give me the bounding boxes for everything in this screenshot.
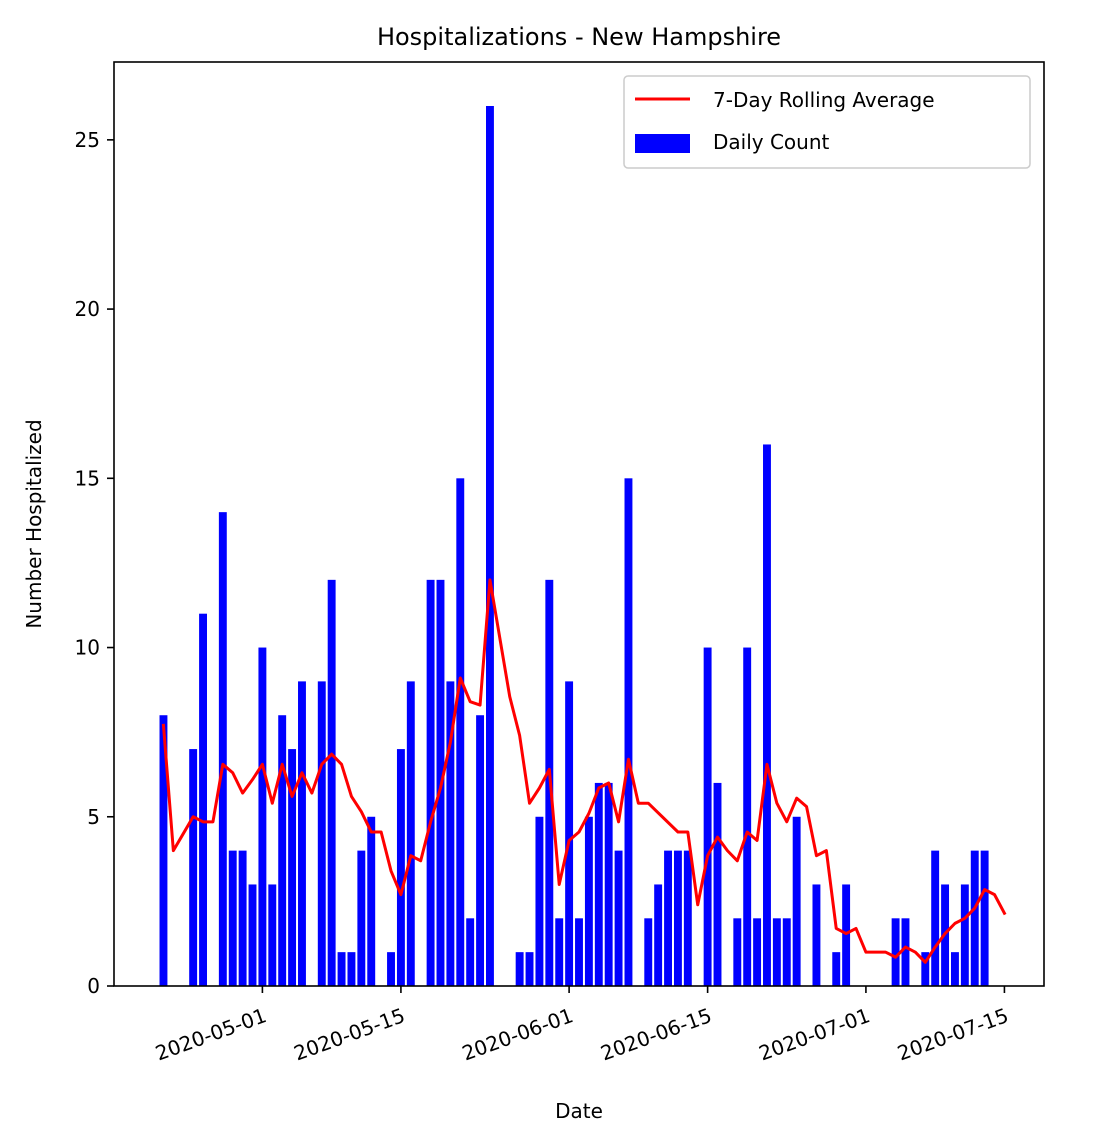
daily-count-bar: [317, 681, 326, 986]
daily-count-bar: [565, 681, 574, 986]
daily-count-bar: [238, 850, 247, 986]
daily-count-bar: [575, 918, 583, 986]
daily-count-bar: [792, 816, 801, 986]
legend-bar-swatch: [635, 134, 690, 153]
daily-count-bar: [624, 478, 633, 986]
daily-count-bar: [931, 850, 940, 986]
daily-count-bar: [258, 647, 267, 986]
daily-count-bar: [228, 850, 237, 986]
y-tick-label: 25: [75, 128, 100, 152]
daily-count-bar: [772, 918, 781, 986]
daily-count-bar: [980, 850, 989, 986]
daily-count-bar: [426, 579, 435, 986]
y-tick-label: 10: [75, 636, 100, 660]
daily-count-bar: [594, 782, 603, 986]
daily-count-bar: [753, 918, 762, 986]
daily-count-bar: [891, 918, 900, 986]
daily-count-bar: [673, 850, 682, 986]
daily-count-bar: [327, 579, 336, 986]
daily-count-bar: [812, 884, 821, 986]
daily-count-bar: [921, 952, 930, 986]
daily-count-bar: [782, 918, 791, 986]
daily-count-bar: [842, 884, 851, 986]
daily-count-bar: [584, 816, 593, 986]
daily-count-bar: [199, 613, 207, 986]
y-axis-title: Number Hospitalized: [22, 419, 46, 628]
daily-count-bar: [387, 952, 395, 986]
daily-count-bar: [298, 681, 306, 986]
daily-count-bar: [248, 884, 257, 986]
daily-count-bar: [614, 850, 623, 986]
daily-count-bar: [278, 715, 287, 986]
chart-title: Hospitalizations - New Hampshire: [377, 23, 781, 51]
legend: 7-Day Rolling Average Daily Count: [623, 75, 1031, 169]
daily-count-bar: [446, 681, 455, 986]
legend-label-rolling-average: 7-Day Rolling Average: [713, 88, 935, 112]
daily-count-bar: [960, 884, 969, 986]
y-tick-label: 5: [87, 805, 100, 829]
daily-count-bar: [456, 478, 465, 986]
y-tick-label: 20: [75, 297, 100, 321]
y-tick-label: 15: [75, 466, 100, 490]
daily-count-bar: [901, 918, 910, 986]
daily-count-bar: [515, 952, 524, 986]
daily-count-bar: [951, 952, 959, 986]
daily-count-bar: [367, 816, 376, 986]
daily-count-bar: [337, 952, 346, 986]
daily-count-bar: [189, 749, 198, 986]
daily-count-bar: [683, 850, 692, 986]
daily-count-bar: [703, 647, 712, 986]
daily-count-bar: [713, 782, 722, 986]
legend-label-daily-count: Daily Count: [713, 130, 830, 154]
daily-count-bar: [159, 715, 168, 986]
legend-box: [623, 75, 1031, 169]
daily-count-bar: [288, 749, 297, 986]
daily-count-bar: [555, 918, 564, 986]
daily-count-bar: [743, 647, 752, 986]
y-axis: 0 5 10 15 20 25: [75, 128, 114, 998]
daily-count-bar: [654, 884, 663, 986]
daily-count-bar: [832, 952, 841, 986]
daily-count-bar: [604, 782, 613, 986]
y-tick-label: 0: [87, 974, 100, 998]
daily-count-bar: [476, 715, 485, 986]
daily-count-bar: [268, 884, 277, 986]
daily-count-bar: [970, 850, 979, 986]
daily-count-bar: [733, 918, 742, 986]
rolling-average-line: [161, 578, 1007, 964]
daily-count-bar: [763, 444, 771, 987]
daily-count-bar: [535, 816, 544, 986]
plot-frame: [113, 61, 1045, 987]
daily-count-bar: [466, 918, 475, 986]
daily-count-bar: [406, 681, 415, 986]
daily-count-bar: [357, 850, 366, 986]
daily-count-bar: [644, 918, 653, 986]
x-axis-title: Date: [555, 1099, 603, 1123]
daily-count-bar: [347, 952, 356, 986]
daily-count-bar: [486, 106, 494, 986]
daily-count-bar: [396, 749, 405, 986]
daily-count-bar: [664, 850, 672, 986]
daily-count-bar: [218, 512, 227, 986]
daily-count-bar: [525, 952, 534, 986]
